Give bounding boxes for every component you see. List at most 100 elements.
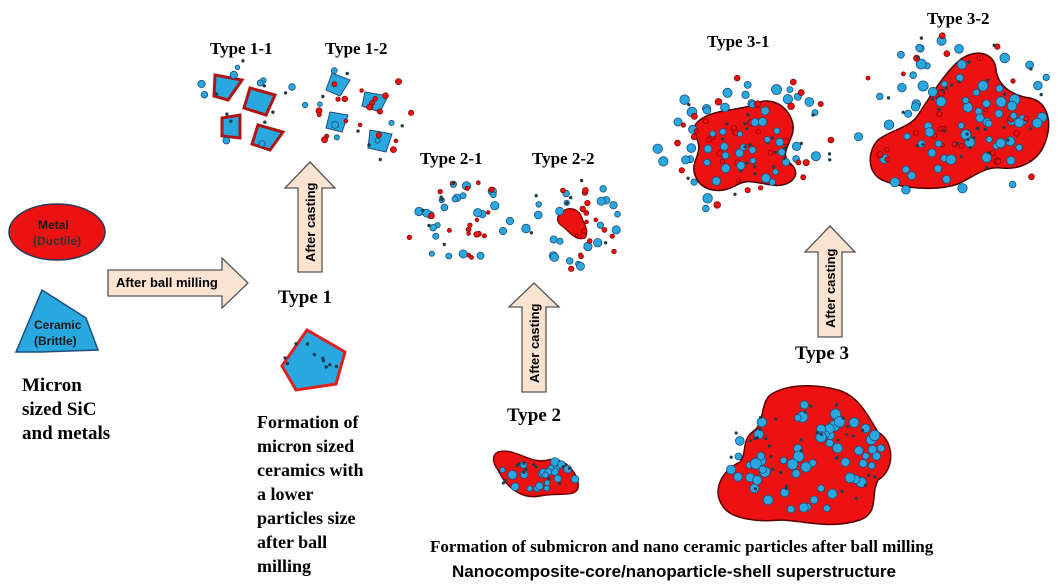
dark-nanoparticle <box>687 102 691 107</box>
ceramic-nanoparticle <box>909 71 917 79</box>
dark-nanoparticle <box>774 417 778 421</box>
metal-particle <box>579 205 586 213</box>
dark-nanoparticle <box>968 146 972 150</box>
dark-nanoparticle <box>725 122 729 126</box>
embedded-ceramic-particle <box>935 96 947 107</box>
ceramic-nanoparticle <box>498 226 507 235</box>
metal-particle <box>331 81 338 88</box>
ceramic-nanoparticle <box>681 155 691 165</box>
dark-nanoparticle <box>328 363 332 367</box>
metal-particle <box>437 189 443 195</box>
ceramic-nanoparticle <box>804 97 815 107</box>
ceramic-nanoparticle <box>901 185 911 195</box>
ceramic-nanoparticle <box>451 195 459 203</box>
dark-nanoparticle <box>809 404 813 408</box>
dark-nanoparticle <box>753 172 757 176</box>
metal-particle <box>994 158 1002 165</box>
ceramic-nanoparticle <box>791 141 802 152</box>
embedded-ceramic-particle <box>779 456 788 465</box>
dark-nanoparticle <box>294 342 298 346</box>
dark-nanoparticle <box>986 78 990 82</box>
ceramic-nanoparticle <box>995 96 1007 108</box>
metal-particle <box>736 178 742 184</box>
embedded-ceramic-particle <box>995 84 1004 93</box>
metal-particle <box>587 238 593 244</box>
dark-nanoparticle <box>321 359 326 363</box>
dark-nanoparticle <box>283 91 288 95</box>
dark-nanoparticle <box>758 427 762 431</box>
embedded-ceramic-particle <box>910 102 921 112</box>
embedded-ceramic-particle <box>734 452 743 461</box>
ceramic-nanoparticle <box>200 90 209 99</box>
metal-particle <box>989 149 996 156</box>
metal-particle <box>321 136 328 144</box>
metal-particle <box>464 185 470 191</box>
metal-particle <box>466 231 471 236</box>
ceramic-nanoparticle <box>722 87 733 98</box>
metal-particle <box>802 159 810 167</box>
dark-nanoparticle <box>771 467 775 471</box>
embedded-ceramic-particle <box>844 472 856 484</box>
dark-nanoparticle <box>965 132 969 136</box>
embedded-ceramic-particle <box>975 113 985 123</box>
metal-particle <box>789 78 797 86</box>
ceramic-nanoparticle <box>521 223 531 234</box>
embedded-ceramic-particle <box>499 466 506 474</box>
embedded-ceramic-particle <box>940 80 948 88</box>
dark-nanoparticle <box>229 119 233 123</box>
embedded-ceramic-particle <box>853 445 864 456</box>
metal-particle <box>719 158 726 164</box>
embedded-ceramic-particle <box>526 485 533 492</box>
ceramic-nanoparticle <box>429 223 437 232</box>
embedded-ceramic-particle <box>945 154 957 165</box>
metal-particle <box>787 102 795 110</box>
dark-nanoparticle <box>972 136 976 140</box>
dark-nanoparticle <box>840 489 844 493</box>
dark-nanoparticle <box>916 55 920 60</box>
metal-particle <box>474 217 480 222</box>
metal-particle <box>357 122 363 128</box>
embedded-ceramic-particle <box>542 471 549 479</box>
ceramic-nanoparticle <box>977 80 989 92</box>
type3-1-title: Type 3-1 <box>707 32 770 51</box>
metal-sublabel: (Ductile) <box>33 234 81 248</box>
metal-particle <box>583 209 590 216</box>
metal-particle <box>375 132 382 139</box>
ceramic-nanoparticle <box>609 201 618 210</box>
dark-nanoparticle <box>771 165 776 169</box>
embedded-ceramic-particle <box>994 109 1004 118</box>
metal-particle <box>797 89 805 96</box>
dark-nanoparticle <box>557 481 562 485</box>
dark-nanoparticle <box>534 193 538 198</box>
metal-particle <box>611 248 617 255</box>
metal-particle <box>691 113 698 120</box>
ceramic-nanoparticle <box>317 101 323 107</box>
dark-nanoparticle <box>746 112 750 117</box>
ceramic-nanoparticle <box>897 82 907 93</box>
dark-nanoparticle <box>779 470 783 475</box>
ceramic-nanoparticle <box>781 158 791 167</box>
dark-nanoparticle <box>942 129 946 133</box>
metal-particle <box>876 151 884 159</box>
dark-nanoparticle <box>1002 125 1006 129</box>
metal-particle <box>678 167 685 174</box>
micron-caption: Micron sized SiC and metals <box>22 375 111 444</box>
embedded-ceramic-particle <box>927 86 938 97</box>
dark-nanoparticle <box>764 436 768 441</box>
embedded-ceramic-particle <box>726 464 737 475</box>
metal-particle <box>865 75 871 81</box>
dark-nanoparticle <box>241 59 245 63</box>
embedded-ceramic-particle <box>934 139 943 148</box>
dark-nanoparticle <box>442 242 446 247</box>
dark-nanoparticle <box>378 157 382 162</box>
ball-milling-label: After ball milling <box>116 275 218 290</box>
metal-particle <box>795 159 802 166</box>
embedded-ceramic-particle <box>543 485 550 492</box>
dark-nanoparticle <box>1003 92 1007 96</box>
ceramic-pentagon <box>14 288 100 353</box>
metal-particle <box>473 231 480 238</box>
formation-micron-caption: Formation of micron sized ceramics with … <box>257 412 364 576</box>
ceramic-nanoparticle <box>907 171 917 181</box>
dark-nanoparticle <box>784 486 788 491</box>
